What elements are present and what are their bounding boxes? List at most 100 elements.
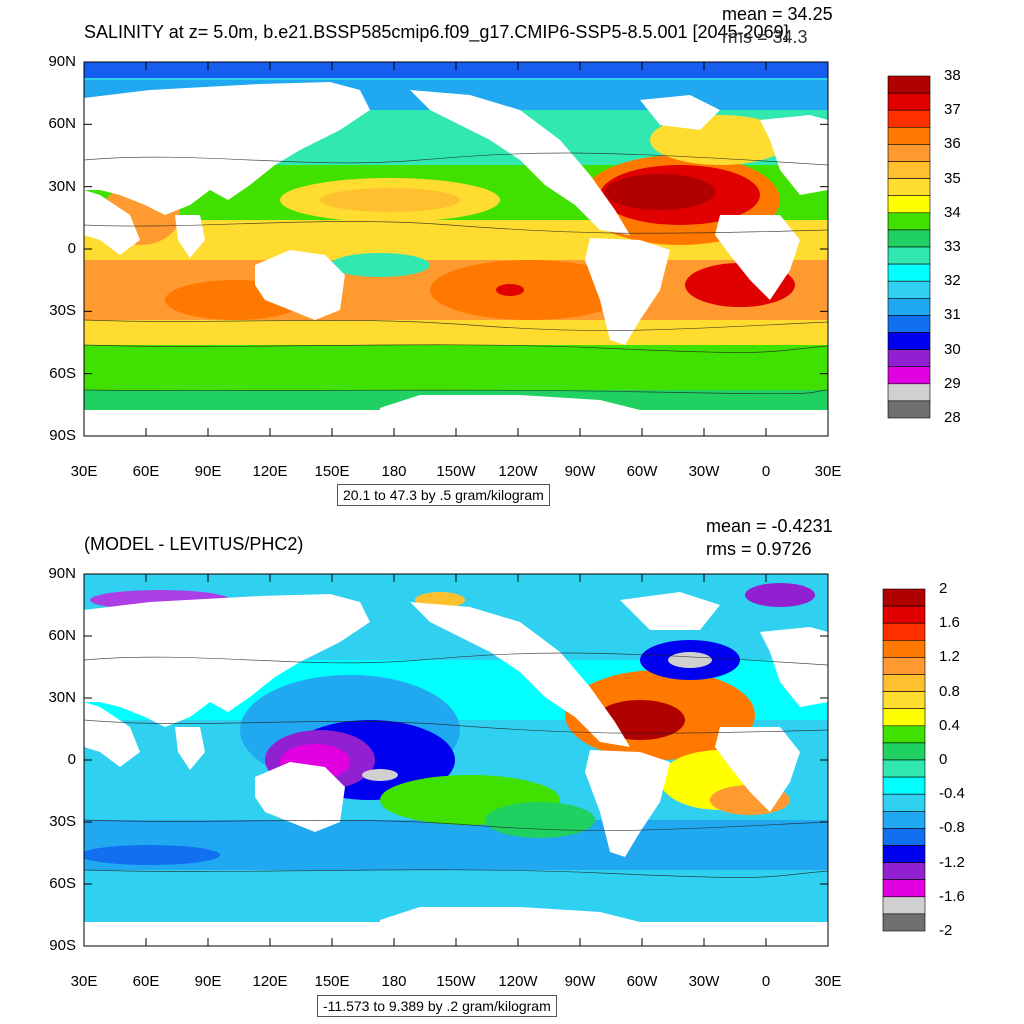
- colorbar-swatch: [887, 263, 931, 282]
- lon-tick-label: 150W: [436, 973, 476, 990]
- lon-tick-label: 60W: [626, 463, 658, 480]
- colorbar-swatch: [882, 810, 926, 829]
- colorbar-label: 32: [944, 272, 961, 290]
- colorbar-label: 34: [944, 203, 961, 221]
- lon-tick-label: 30E: [70, 463, 98, 480]
- colorbar-swatch: [882, 913, 926, 932]
- colorbar-label: 38: [944, 67, 961, 84]
- lat-tick-label: 60S: [49, 875, 76, 892]
- lat-tick-label: 30N: [48, 689, 76, 706]
- colorbar-swatch: [887, 212, 931, 231]
- colorbar-label: 29: [944, 374, 961, 392]
- colorbar-swatch: [887, 315, 931, 333]
- lon-tick-label: 180: [381, 463, 407, 480]
- lon-tick-label: 0: [761, 973, 771, 990]
- lon-tick-label: 120W: [498, 973, 538, 990]
- colorbar-swatch: [887, 400, 931, 419]
- colorbar-label: 2: [939, 580, 948, 597]
- colorbar-label: 28: [944, 409, 961, 426]
- lon-tick-label: 120W: [498, 463, 538, 480]
- colorbar-label: 1.6: [939, 614, 960, 632]
- colorbar-label: 31: [944, 306, 961, 324]
- lon-tick-label: 30E: [70, 973, 98, 990]
- colorbar-swatch: [887, 366, 931, 385]
- salinity-rms: rms = 34.3: [722, 27, 808, 47]
- colorbar-label: -1.6: [939, 887, 965, 905]
- colorbar-swatch: [882, 657, 926, 675]
- colorbar-swatch: [887, 349, 931, 368]
- colorbar-swatch: [887, 75, 931, 94]
- colorbar-label: -1.2: [939, 853, 965, 871]
- colorbar-label: 0: [939, 751, 948, 768]
- colorbar-label: 37: [944, 101, 961, 119]
- colorbar-swatch: [882, 862, 926, 880]
- colorbar-swatch: [887, 297, 931, 316]
- lat-tick-label: 90S: [49, 427, 76, 444]
- colorbar-swatch: [882, 691, 926, 709]
- salinity-map-panel: [83, 61, 829, 437]
- lon-tick-label: 150E: [314, 463, 350, 480]
- difference-mean: mean = -0.4231: [706, 516, 833, 536]
- salinity-title: SALINITY at z= 5.0m, b.e21.BSSP585cmip6.…: [84, 22, 789, 42]
- colorbar-swatch: [882, 622, 926, 641]
- colorbar-swatch: [882, 759, 926, 778]
- colorbar-swatch: [887, 127, 931, 145]
- colorbar-label: -0.8: [939, 819, 965, 837]
- salinity-axis-ticks: [83, 61, 829, 437]
- colorbar-swatch: [887, 332, 931, 350]
- colorbar-swatch: [882, 639, 926, 658]
- colorbar-swatch: [882, 588, 926, 607]
- lon-tick-label: 90E: [194, 463, 222, 480]
- salinity-mean: mean = 34.25: [722, 4, 833, 24]
- colorbar-swatch: [882, 828, 926, 846]
- colorbar-label: 0.4: [939, 716, 960, 734]
- lon-tick-label: 30E: [814, 463, 842, 480]
- salinity-land-mask: [84, 82, 828, 436]
- colorbar-swatch: [887, 144, 931, 162]
- colorbar-swatch: [882, 776, 926, 795]
- lon-tick-label: 30W: [688, 973, 720, 990]
- difference-rms: rms = 0.9726: [706, 539, 812, 559]
- lon-tick-label: 120E: [252, 973, 288, 990]
- colorbar-swatch: [882, 879, 926, 898]
- salinity-field: [84, 62, 828, 436]
- lon-tick-label: 90W: [564, 463, 596, 480]
- colorbar-swatch: [887, 195, 931, 214]
- colorbar-swatch: [887, 280, 931, 299]
- lat-tick-label: 0: [67, 751, 76, 768]
- colorbar-swatch: [887, 178, 931, 197]
- salinity-range-label: 20.1 to 47.3 by .5 gram/kilogram: [337, 484, 550, 506]
- lat-tick-label: 30S: [49, 813, 76, 830]
- lon-tick-label: 120E: [252, 463, 288, 480]
- difference-axis-ticks: [83, 573, 829, 947]
- colorbar-label: 0.8: [939, 682, 960, 700]
- lon-tick-label: 150E: [314, 973, 350, 990]
- lon-tick-label: 180: [381, 973, 407, 990]
- colorbar-swatch: [887, 109, 931, 128]
- lat-tick-label: 90S: [49, 937, 76, 954]
- colorbar-label: -2: [939, 922, 953, 939]
- colorbar-swatch: [882, 725, 926, 744]
- colorbar-label: 35: [944, 169, 961, 187]
- lon-tick-label: 150W: [436, 463, 476, 480]
- lon-tick-label: 0: [761, 463, 771, 480]
- colorbar-swatch: [887, 383, 931, 402]
- colorbar-swatch: [882, 742, 926, 761]
- difference-field: [84, 574, 828, 946]
- colorbar-swatch: [882, 793, 926, 812]
- lon-tick-label: 60E: [132, 973, 160, 990]
- colorbar-swatch: [882, 896, 926, 915]
- lat-tick-label: 60N: [48, 115, 76, 133]
- colorbar-label: 33: [944, 238, 961, 255]
- lon-tick-label: 60E: [132, 463, 160, 480]
- lat-tick-label: 0: [67, 240, 76, 257]
- lat-tick-label: 90N: [48, 53, 76, 70]
- difference-title: (MODEL - LEVITUS/PHC2): [84, 534, 304, 554]
- difference-range-label: -11.573 to 9.389 by .2 gram/kilogram: [317, 995, 557, 1017]
- colorbar-label: 30: [944, 340, 961, 358]
- lon-tick-label: 90W: [564, 973, 596, 990]
- difference-map-panel: [83, 573, 829, 947]
- colorbar-swatch: [887, 92, 931, 111]
- lon-tick-label: 60W: [626, 973, 658, 990]
